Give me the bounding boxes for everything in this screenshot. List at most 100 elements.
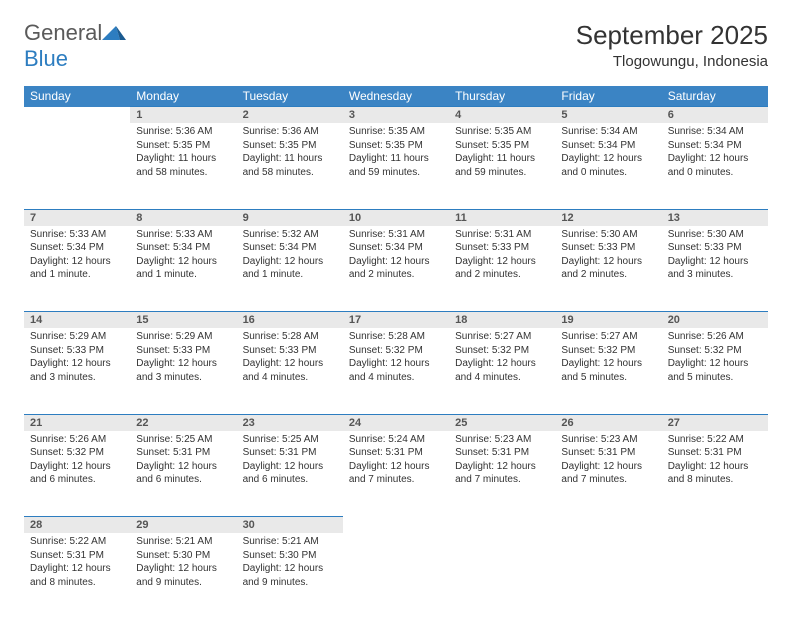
sunset: Sunset: 5:31 PM xyxy=(136,446,230,460)
day-number: 2 xyxy=(237,107,343,124)
sunrise: Sunrise: 5:33 AM xyxy=(136,228,230,242)
sunset: Sunset: 5:34 PM xyxy=(668,139,762,153)
sunset: Sunset: 5:35 PM xyxy=(349,139,443,153)
sunset: Sunset: 5:35 PM xyxy=(455,139,549,153)
daylight: Daylight: 12 hours and 1 minute. xyxy=(243,255,337,282)
sunset: Sunset: 5:30 PM xyxy=(243,549,337,563)
daylight: Daylight: 12 hours and 7 minutes. xyxy=(349,460,443,487)
day-number: 30 xyxy=(237,517,343,534)
daylight: Daylight: 12 hours and 7 minutes. xyxy=(561,460,655,487)
day-number: 28 xyxy=(24,517,130,534)
day-number: 21 xyxy=(24,414,130,431)
day-cell: Sunrise: 5:25 AMSunset: 5:31 PMDaylight:… xyxy=(130,431,236,517)
day-number xyxy=(343,517,449,534)
sunset: Sunset: 5:33 PM xyxy=(561,241,655,255)
daylight: Daylight: 12 hours and 0 minutes. xyxy=(668,152,762,179)
day-number: 17 xyxy=(343,312,449,329)
day-cell: Sunrise: 5:35 AMSunset: 5:35 PMDaylight:… xyxy=(449,123,555,209)
day-number: 12 xyxy=(555,209,661,226)
day-number: 29 xyxy=(130,517,236,534)
day-cell: Sunrise: 5:22 AMSunset: 5:31 PMDaylight:… xyxy=(24,533,130,619)
sunset: Sunset: 5:32 PM xyxy=(668,344,762,358)
daylight: Daylight: 12 hours and 6 minutes. xyxy=(243,460,337,487)
day-cell: Sunrise: 5:24 AMSunset: 5:31 PMDaylight:… xyxy=(343,431,449,517)
daylight: Daylight: 12 hours and 0 minutes. xyxy=(561,152,655,179)
daylight: Daylight: 12 hours and 8 minutes. xyxy=(668,460,762,487)
day-cell xyxy=(449,533,555,619)
day-number: 18 xyxy=(449,312,555,329)
sunrise: Sunrise: 5:21 AM xyxy=(136,535,230,549)
sunset: Sunset: 5:31 PM xyxy=(243,446,337,460)
day-number: 27 xyxy=(662,414,768,431)
sunrise: Sunrise: 5:30 AM xyxy=(668,228,762,242)
daylight: Daylight: 12 hours and 5 minutes. xyxy=(668,357,762,384)
daylight: Daylight: 12 hours and 3 minutes. xyxy=(136,357,230,384)
daylight: Daylight: 12 hours and 9 minutes. xyxy=(243,562,337,589)
day-cell: Sunrise: 5:34 AMSunset: 5:34 PMDaylight:… xyxy=(555,123,661,209)
sunset: Sunset: 5:32 PM xyxy=(455,344,549,358)
day-number: 20 xyxy=(662,312,768,329)
day-cell: Sunrise: 5:21 AMSunset: 5:30 PMDaylight:… xyxy=(130,533,236,619)
daylight: Daylight: 11 hours and 58 minutes. xyxy=(243,152,337,179)
sunrise: Sunrise: 5:22 AM xyxy=(30,535,124,549)
day-cell: Sunrise: 5:31 AMSunset: 5:33 PMDaylight:… xyxy=(449,226,555,312)
day-cell: Sunrise: 5:26 AMSunset: 5:32 PMDaylight:… xyxy=(662,328,768,414)
sunrise: Sunrise: 5:32 AM xyxy=(243,228,337,242)
day-cell: Sunrise: 5:36 AMSunset: 5:35 PMDaylight:… xyxy=(130,123,236,209)
sunrise: Sunrise: 5:27 AM xyxy=(455,330,549,344)
sunset: Sunset: 5:33 PM xyxy=(455,241,549,255)
sunrise: Sunrise: 5:33 AM xyxy=(30,228,124,242)
daylight: Daylight: 12 hours and 2 minutes. xyxy=(455,255,549,282)
day-number xyxy=(555,517,661,534)
sunset: Sunset: 5:35 PM xyxy=(136,139,230,153)
sunset: Sunset: 5:34 PM xyxy=(349,241,443,255)
day-cell: Sunrise: 5:27 AMSunset: 5:32 PMDaylight:… xyxy=(555,328,661,414)
daylight: Daylight: 12 hours and 6 minutes. xyxy=(30,460,124,487)
sunset: Sunset: 5:32 PM xyxy=(561,344,655,358)
daylight: Daylight: 12 hours and 4 minutes. xyxy=(243,357,337,384)
sunset: Sunset: 5:32 PM xyxy=(30,446,124,460)
sunset: Sunset: 5:30 PM xyxy=(136,549,230,563)
day-cell: Sunrise: 5:29 AMSunset: 5:33 PMDaylight:… xyxy=(130,328,236,414)
sunset: Sunset: 5:34 PM xyxy=(30,241,124,255)
daylight: Daylight: 12 hours and 9 minutes. xyxy=(136,562,230,589)
daylight: Daylight: 12 hours and 3 minutes. xyxy=(668,255,762,282)
day-number: 4 xyxy=(449,107,555,124)
sunrise: Sunrise: 5:29 AM xyxy=(30,330,124,344)
day-cell: Sunrise: 5:32 AMSunset: 5:34 PMDaylight:… xyxy=(237,226,343,312)
day-cell: Sunrise: 5:33 AMSunset: 5:34 PMDaylight:… xyxy=(130,226,236,312)
day-number-row: 78910111213 xyxy=(24,209,768,226)
sunrise: Sunrise: 5:36 AM xyxy=(136,125,230,139)
sunset: Sunset: 5:34 PM xyxy=(136,241,230,255)
sunset: Sunset: 5:31 PM xyxy=(349,446,443,460)
day-number: 22 xyxy=(130,414,236,431)
sunrise: Sunrise: 5:25 AM xyxy=(136,433,230,447)
sunset: Sunset: 5:31 PM xyxy=(455,446,549,460)
header: General Blue September 2025 Tlogowungu, … xyxy=(24,20,768,72)
day-cell: Sunrise: 5:23 AMSunset: 5:31 PMDaylight:… xyxy=(449,431,555,517)
day-number: 6 xyxy=(662,107,768,124)
daylight: Daylight: 12 hours and 1 minute. xyxy=(136,255,230,282)
day-cell: Sunrise: 5:31 AMSunset: 5:34 PMDaylight:… xyxy=(343,226,449,312)
day-number: 16 xyxy=(237,312,343,329)
sunrise: Sunrise: 5:34 AM xyxy=(561,125,655,139)
day-cell xyxy=(343,533,449,619)
sunrise: Sunrise: 5:31 AM xyxy=(455,228,549,242)
weekday-header: Monday xyxy=(130,86,236,107)
day-cell: Sunrise: 5:29 AMSunset: 5:33 PMDaylight:… xyxy=(24,328,130,414)
day-cell: Sunrise: 5:28 AMSunset: 5:32 PMDaylight:… xyxy=(343,328,449,414)
sunset: Sunset: 5:35 PM xyxy=(243,139,337,153)
calendar-table: SundayMondayTuesdayWednesdayThursdayFrid… xyxy=(24,86,768,619)
sunset: Sunset: 5:33 PM xyxy=(668,241,762,255)
day-cell: Sunrise: 5:21 AMSunset: 5:30 PMDaylight:… xyxy=(237,533,343,619)
daylight: Daylight: 12 hours and 7 minutes. xyxy=(455,460,549,487)
sunrise: Sunrise: 5:23 AM xyxy=(561,433,655,447)
day-number-row: 282930 xyxy=(24,517,768,534)
day-cell: Sunrise: 5:28 AMSunset: 5:33 PMDaylight:… xyxy=(237,328,343,414)
daylight: Daylight: 11 hours and 59 minutes. xyxy=(455,152,549,179)
day-number-row: 123456 xyxy=(24,107,768,124)
weekday-header: Thursday xyxy=(449,86,555,107)
sunrise: Sunrise: 5:26 AM xyxy=(668,330,762,344)
day-number xyxy=(449,517,555,534)
day-number: 13 xyxy=(662,209,768,226)
